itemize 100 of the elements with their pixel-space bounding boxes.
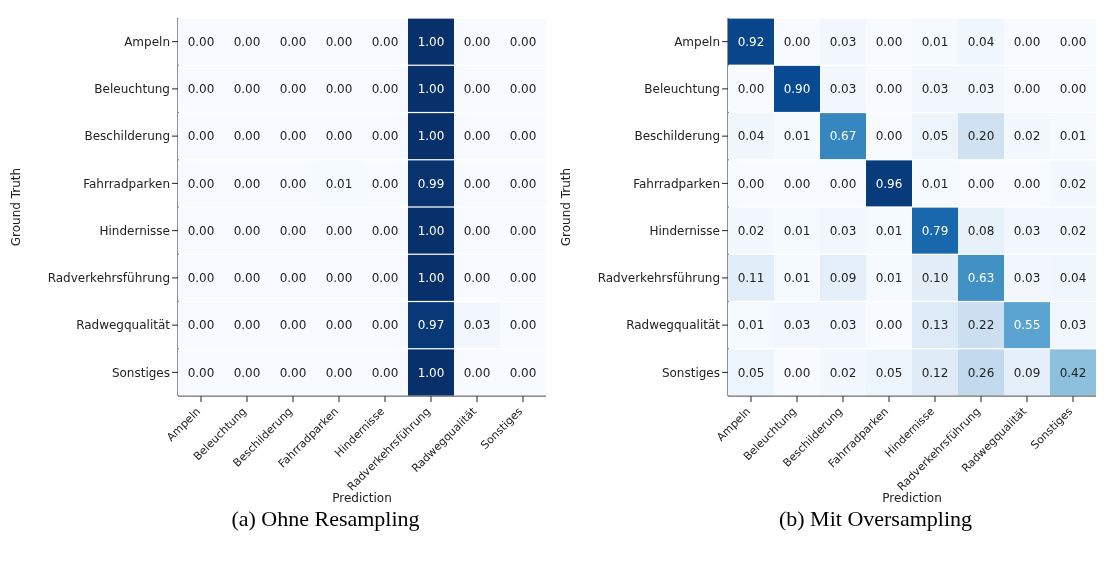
data-label: 0.00	[233, 271, 261, 286]
data-label: 1.00	[417, 82, 445, 97]
y-axis-title: Ground Truth	[9, 167, 24, 247]
data-label: 0.00	[187, 318, 215, 333]
data-label: 0.00	[279, 318, 307, 333]
data-label: 0.00	[509, 34, 537, 49]
data-label: 1.00	[417, 34, 445, 49]
data-label: 0.00	[187, 365, 215, 380]
data-label: 0.00	[829, 176, 857, 191]
data-label: 0.09	[1013, 365, 1041, 380]
data-label: 0.00	[371, 129, 399, 144]
y-axis-title: Ground Truth	[559, 167, 574, 247]
data-label: 0.00	[187, 271, 215, 286]
data-label: 0.01	[875, 223, 903, 238]
data-label: 0.00	[509, 271, 537, 286]
data-label: 0.00	[737, 176, 765, 191]
data-label: 0.03	[1013, 271, 1041, 286]
data-label: 0.02	[737, 223, 765, 238]
data-label: 0.08	[967, 223, 995, 238]
data-label: 0.00	[1059, 34, 1087, 49]
data-label: 0.99	[417, 176, 445, 191]
data-label: 0.00	[875, 34, 903, 49]
x-axis-title: Prediction	[332, 491, 392, 505]
data-label: 0.00	[463, 129, 491, 144]
data-label: 0.01	[783, 271, 811, 286]
data-label: 0.00	[463, 365, 491, 380]
data-label: 0.11	[737, 271, 765, 286]
data-label: 0.03	[829, 34, 857, 49]
y-tick-label: Fahrradparken	[83, 176, 170, 191]
data-label: 0.00	[325, 129, 353, 144]
data-label: 0.00	[509, 365, 537, 380]
y-tick-label: Ampeln	[674, 34, 720, 49]
data-label: 0.03	[1059, 318, 1087, 333]
data-label: 0.00	[371, 318, 399, 333]
data-label: 0.00	[233, 82, 261, 97]
data-label: 1.00	[417, 223, 445, 238]
data-label: 0.00	[509, 129, 537, 144]
y-tick-label: Radverkehrsführung	[47, 271, 170, 286]
data-label: 0.00	[187, 176, 215, 191]
data-label: 0.00	[279, 223, 307, 238]
text: (b) Mit Oversampling	[777, 506, 974, 532]
data-label: 0.00	[371, 34, 399, 49]
data-label: 0.00	[325, 271, 353, 286]
data-label: 0.00	[783, 365, 811, 380]
data-label: 0.00	[187, 223, 215, 238]
data-label: 0.04	[967, 34, 995, 49]
data-label: 0.00	[371, 176, 399, 191]
data-label: 0.02	[1059, 223, 1087, 238]
data-label: 0.00	[783, 34, 811, 49]
data-label: 0.00	[325, 318, 353, 333]
data-label: 1.00	[417, 129, 445, 144]
data-label: 0.00	[233, 34, 261, 49]
y-tick-label: Beschilderung	[84, 129, 170, 144]
data-label: 0.13	[921, 318, 949, 333]
data-label: 0.03	[783, 318, 811, 333]
data-label: 0.00	[233, 223, 261, 238]
data-label: 0.90	[783, 82, 811, 97]
data-label: 0.67	[829, 129, 857, 144]
data-label: 0.09	[829, 271, 857, 286]
data-label: 0.55	[1013, 318, 1041, 333]
y-tick-label: Beleuchtung	[644, 82, 720, 97]
data-label: 0.00	[279, 365, 307, 380]
data-label: 0.00	[279, 129, 307, 144]
data-label: 0.00	[371, 223, 399, 238]
data-label: 0.02	[1059, 176, 1087, 191]
data-label: 0.96	[875, 176, 903, 191]
data-label: 0.10	[921, 271, 949, 286]
data-label: 0.03	[1013, 223, 1041, 238]
data-label: 0.05	[921, 129, 949, 144]
data-label: 0.00	[187, 82, 215, 97]
y-tick-label: Sonstiges	[111, 365, 170, 380]
data-label: 0.03	[829, 82, 857, 97]
data-label: 0.00	[187, 34, 215, 49]
data-label: 0.04	[1059, 271, 1087, 286]
data-label: 0.00	[509, 223, 537, 238]
data-label: 0.03	[463, 318, 491, 333]
data-label: 0.01	[325, 176, 353, 191]
data-label: 0.03	[829, 318, 857, 333]
data-label: 0.01	[875, 271, 903, 286]
data-label: 0.26	[967, 365, 995, 380]
data-label: 0.63	[967, 271, 995, 286]
data-label: 0.97	[417, 318, 445, 333]
data-label: 0.92	[737, 34, 765, 49]
data-label: 0.79	[921, 223, 949, 238]
data-label: 0.00	[325, 34, 353, 49]
data-label: 0.01	[921, 176, 949, 191]
data-label: 0.00	[875, 129, 903, 144]
y-tick-label: Beschilderung	[634, 129, 720, 144]
data-label: 0.00	[233, 318, 261, 333]
data-label: 0.42	[1059, 365, 1087, 380]
y-tick-label: Hindernisse	[99, 223, 170, 238]
x-axis-title: Prediction	[882, 491, 942, 505]
data-label: 0.00	[1013, 176, 1041, 191]
data-label: 0.02	[1013, 129, 1041, 144]
y-tick-label: Fahrradparken	[633, 176, 720, 191]
data-label: 0.00	[1059, 82, 1087, 97]
data-label: 0.00	[325, 82, 353, 97]
data-label: 0.00	[463, 271, 491, 286]
y-tick-label: Radverkehrsführung	[597, 271, 720, 286]
data-label: 0.00	[371, 271, 399, 286]
